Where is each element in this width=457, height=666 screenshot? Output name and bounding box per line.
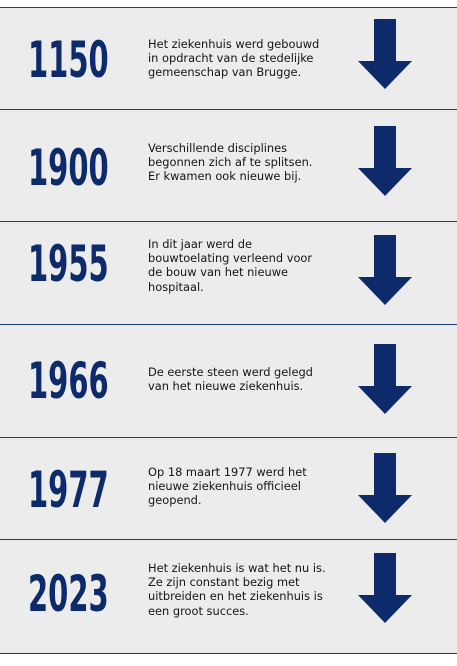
- timeline-year: 1900: [28, 139, 109, 197]
- arrow-down-icon: [358, 19, 412, 89]
- arrow-down-icon: [358, 453, 412, 523]
- timeline-entry-1955: 1955 In dit jaar werd de bouwtoelating v…: [0, 221, 457, 324]
- arrow-down-icon: [358, 235, 412, 305]
- timeline-description: Het ziekenhuis werd gebouwd in opdracht …: [148, 37, 320, 80]
- arrow-down-icon: [358, 344, 412, 414]
- timeline-year: 1977: [28, 461, 109, 519]
- timeline-entry-1150: 1150 Het ziekenhuis werd gebouwd in opdr…: [0, 7, 457, 109]
- timeline-description: Het ziekenhuis is wat het nu is. Ze zijn…: [148, 561, 326, 618]
- timeline-description: Verschillende disciplines begonnen zich …: [148, 141, 313, 184]
- timeline-description: Op 18 maart 1977 werd het nieuwe ziekenh…: [148, 465, 307, 508]
- timeline-description: De eerste steen werd gelegd van het nieu…: [148, 365, 313, 394]
- timeline-year: 1150: [28, 31, 109, 89]
- timeline-year: 1966: [28, 352, 109, 410]
- timeline-entry-1977: 1977 Op 18 maart 1977 werd het nieuwe zi…: [0, 437, 457, 539]
- timeline-year: 1955: [28, 235, 109, 293]
- arrow-down-icon: [358, 126, 412, 196]
- timeline-entry-1966: 1966 De eerste steen werd gelegd van het…: [0, 324, 457, 437]
- timeline-year: 2023: [28, 565, 109, 623]
- arrow-down-icon: [358, 553, 412, 623]
- timeline-description: In dit jaar werd de bouwtoelating verlee…: [148, 237, 313, 294]
- timeline-entry-2023: 2023 Het ziekenhuis is wat het nu is. Ze…: [0, 539, 457, 654]
- timeline-entry-1900: 1900 Verschillende disciplines begonnen …: [0, 109, 457, 221]
